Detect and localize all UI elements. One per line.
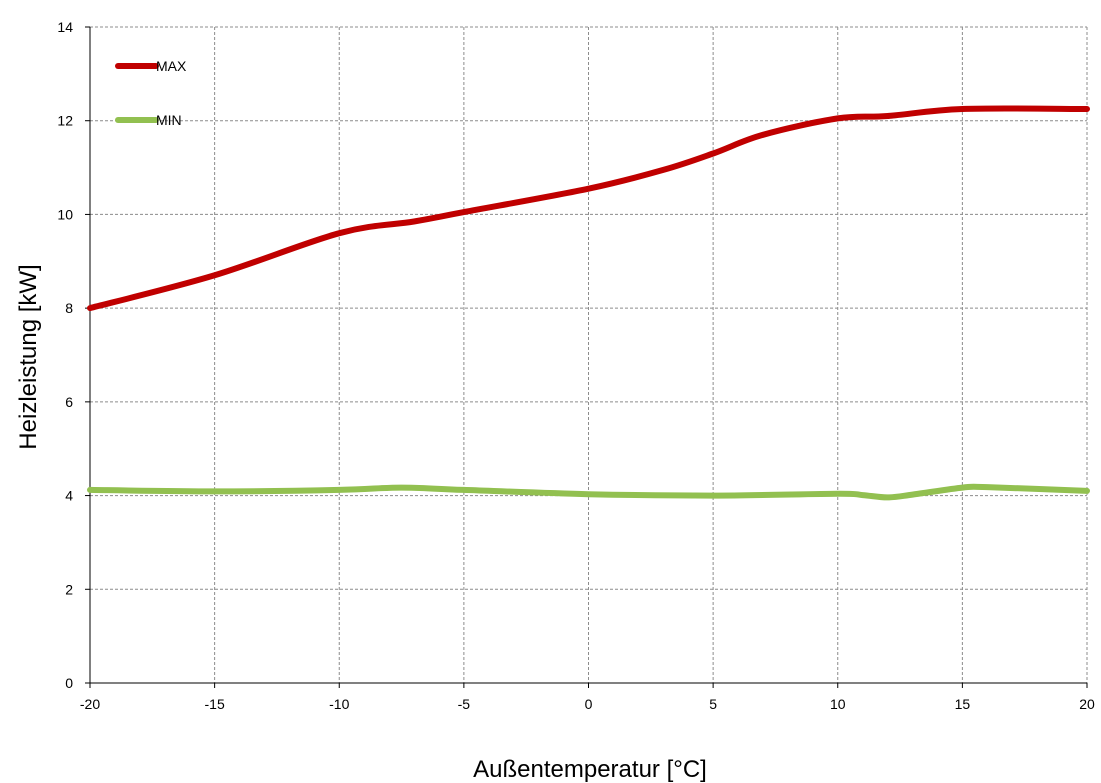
y-axis-label: Heizleistung [kW]: [15, 264, 42, 449]
legend-label-max: MAX: [156, 58, 187, 74]
series-line-min: [87, 483, 1090, 501]
x-tick-label: 15: [955, 696, 971, 712]
y-tick-label: 8: [65, 300, 73, 316]
y-tick-label: 4: [65, 488, 73, 504]
x-tick-label: 5: [709, 696, 717, 712]
x-axis-label: Außentemperatur [°C]: [473, 756, 707, 783]
legend: MAX MIN: [115, 58, 187, 128]
series-layer: [87, 105, 1090, 501]
x-tick-label: -20: [80, 696, 100, 712]
y-tick-label: 0: [65, 675, 73, 691]
x-tick-label: -5: [458, 696, 471, 712]
legend-label-min: MIN: [156, 112, 182, 128]
y-tick-label: 10: [57, 206, 73, 222]
x-tick-label: -10: [329, 696, 349, 712]
y-tick-label: 14: [57, 19, 73, 35]
grid: [90, 26, 1088, 683]
tick-labels: -20 -15 -10 -5 0 5 10 15 20 0 2 4 6 8 10 12 14: [57, 19, 1095, 712]
y-tick-label: 2: [65, 581, 73, 597]
x-tick-label: 0: [585, 696, 593, 712]
y-tick-label: 12: [57, 113, 73, 129]
x-tick-label: 10: [830, 696, 846, 712]
x-tick-label: -15: [205, 696, 225, 712]
y-tick-label: 6: [65, 394, 73, 410]
series-line-max: [87, 105, 1090, 312]
x-tick-label: 20: [1079, 696, 1095, 712]
